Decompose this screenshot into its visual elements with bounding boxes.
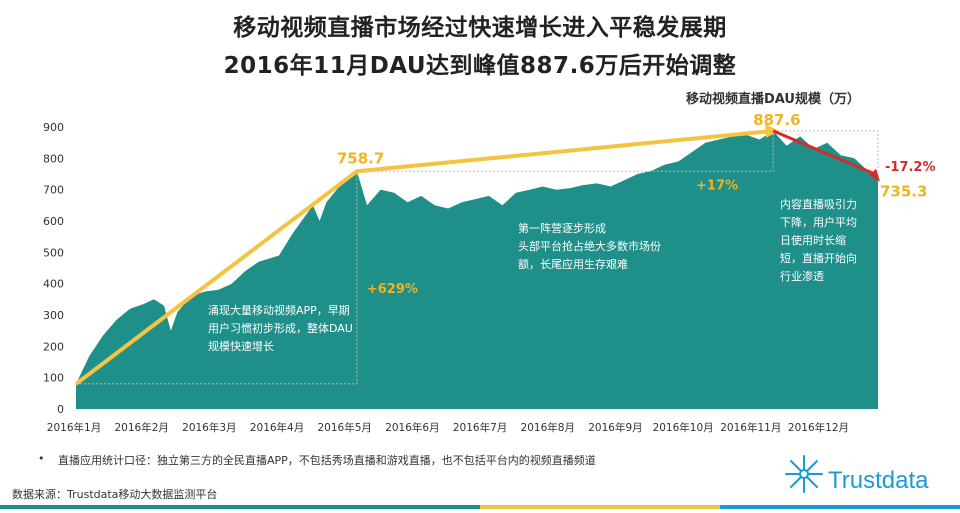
annotation-phase3: 短，直播开始向 bbox=[780, 251, 857, 265]
trustdata-logo-icon bbox=[785, 455, 823, 493]
footnote: 直播应用统计口径：独立第三方的全民直播APP，不包括秀场直播和游戏直播，也不包括… bbox=[58, 454, 596, 467]
x-tick-label: 2016年3月 bbox=[182, 421, 236, 434]
note-bullet: • bbox=[38, 452, 45, 465]
chart-subtitle: 2016年11月DAU达到峰值887.6万后开始调整 bbox=[223, 53, 737, 79]
x-tick-label: 2016年5月 bbox=[318, 421, 372, 434]
label-peak1: 758.7 bbox=[337, 149, 384, 167]
y-tick-label: 500 bbox=[43, 246, 64, 259]
growth-label-1: +629% bbox=[367, 282, 418, 297]
x-tick-label: 2016年8月 bbox=[521, 421, 575, 434]
annotation-phase2: 头部平台抢占绝大多数市场份 bbox=[518, 239, 661, 253]
x-tick-label: 2016年9月 bbox=[588, 421, 642, 434]
y-tick-label: 100 bbox=[43, 372, 64, 385]
decline-line bbox=[772, 129, 875, 175]
x-tick-label: 2016年12月 bbox=[788, 421, 849, 434]
footer-bar-2 bbox=[240, 505, 480, 509]
annotation-phase1: 用户习惯初步形成，整体DAU bbox=[208, 321, 353, 335]
y-tick-label: 700 bbox=[43, 184, 64, 197]
label-peak2: 887.6 bbox=[753, 111, 800, 129]
annotation-phase3: 内容直播吸引力 bbox=[780, 197, 857, 211]
guide-phase2 bbox=[356, 130, 774, 172]
footer-bar-1 bbox=[0, 505, 240, 509]
y-tick-label: 300 bbox=[43, 309, 64, 322]
x-tick-label: 2016年6月 bbox=[385, 421, 439, 434]
decline-arrowhead bbox=[869, 168, 880, 182]
y-tick-label: 600 bbox=[43, 215, 64, 228]
trend-arrowhead bbox=[765, 123, 780, 138]
footer-bar-4 bbox=[720, 505, 960, 509]
annotation-phase3: 日使用时长缩 bbox=[780, 234, 846, 247]
y-tick-label: 0 bbox=[57, 403, 64, 416]
annotation-phase3: 行业渗透 bbox=[780, 269, 824, 283]
annotation-phase1: 规模快速增长 bbox=[208, 339, 274, 353]
x-tick-label: 2016年1月 bbox=[47, 421, 101, 434]
series-name: 移动视频直播DAU规模（万） bbox=[686, 91, 860, 107]
footer-bar-3 bbox=[480, 505, 720, 509]
y-tick-label: 400 bbox=[43, 278, 64, 291]
y-tick-label: 200 bbox=[43, 340, 64, 353]
x-tick-label: 2016年2月 bbox=[114, 421, 168, 434]
chart-title: 移动视频直播市场经过快速增长进入平稳发展期 bbox=[233, 15, 727, 41]
y-tick-label: 800 bbox=[43, 152, 64, 165]
guide-phase3 bbox=[773, 130, 879, 179]
guide-phase1 bbox=[76, 171, 358, 385]
x-tick-label: 2016年11月 bbox=[720, 421, 781, 434]
x-tick-label: 2016年4月 bbox=[250, 421, 304, 434]
x-tick-label: 2016年7月 bbox=[453, 421, 507, 434]
growth-trend-line bbox=[74, 128, 774, 386]
trustdata-logo-text: Trustdata bbox=[828, 467, 929, 494]
data-source: 数据来源：Trustdata移动大数据监测平台 bbox=[12, 488, 218, 501]
label-end: 735.3 bbox=[880, 183, 927, 201]
growth-label-3: -17.2% bbox=[885, 160, 936, 175]
annotation-phase2: 额，长尾应用生存艰难 bbox=[518, 257, 628, 271]
annotation-phase2: 第一阵营逐步形成 bbox=[518, 221, 606, 235]
dau-area-series bbox=[76, 130, 878, 409]
annotation-phase3: 下降，用户平均 bbox=[780, 215, 857, 229]
annotation-phase1: 涌现大量移动视频APP，早期 bbox=[208, 303, 350, 317]
x-tick-label: 2016年10月 bbox=[653, 421, 714, 434]
growth-label-2: +17% bbox=[696, 179, 738, 194]
y-tick-label: 900 bbox=[43, 121, 64, 134]
